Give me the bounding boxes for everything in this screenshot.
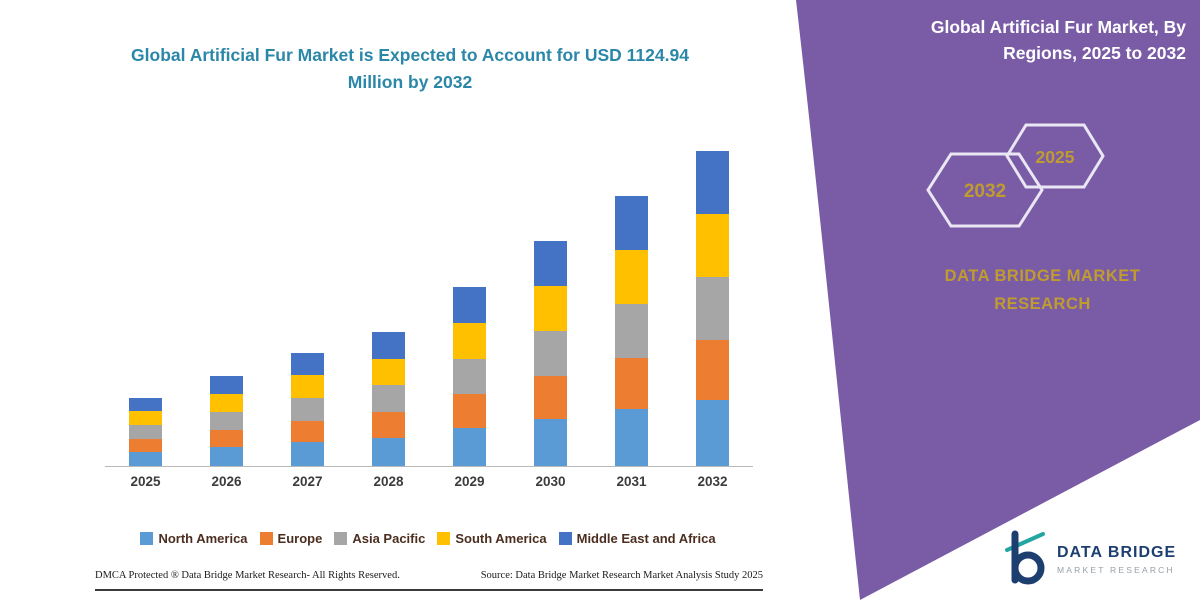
- bar-segment: [210, 376, 243, 395]
- bar-group: [591, 137, 672, 466]
- panel-heading: Global Artificial Fur Market, By Regions…: [930, 17, 1186, 64]
- bar-segment: [210, 412, 243, 431]
- plot-area: [105, 137, 753, 467]
- bar-segment: [534, 330, 567, 376]
- bar-segment: [372, 331, 405, 359]
- bar-segment: [615, 195, 648, 250]
- brand-wordmark: DATA BRIDGE MARKET RESEARCH: [944, 267, 1141, 314]
- hexagon-year-2032: 2032: [964, 181, 1006, 202]
- legend-label: Europe: [277, 531, 323, 546]
- x-axis-label: 2025: [130, 474, 161, 489]
- bar-segment: [372, 437, 405, 466]
- x-axis-label: 2029: [454, 474, 485, 489]
- legend-marker: [558, 532, 572, 545]
- source-note: Source: Data Bridge Market Research Mark…: [480, 570, 763, 581]
- bar-segment: [453, 394, 486, 429]
- bar-segment: [453, 286, 486, 323]
- bar-segment: [615, 409, 648, 466]
- logo-title: DATA BRIDGE: [1057, 543, 1177, 561]
- hexagon-year-2025: 2025: [1036, 147, 1075, 167]
- x-axis-label: 2031: [616, 474, 647, 489]
- x-axis-label: 2028: [373, 474, 404, 489]
- dbmr-logo-icon: [1005, 530, 1045, 585]
- x-axis-label: 2027: [292, 474, 323, 489]
- bar-segment: [696, 399, 729, 466]
- bar-segment: [129, 451, 162, 466]
- legend-item: South America: [437, 531, 547, 546]
- footer: DMCA Protected ® Data Bridge Market Rese…: [95, 570, 763, 591]
- chart-title: Global Artificial Fur Market is Expected…: [131, 45, 689, 93]
- legend-item: Asia Pacific: [334, 531, 425, 546]
- bar-segment: [696, 340, 729, 400]
- bar-segment: [453, 428, 486, 466]
- bar-segment: [210, 447, 243, 466]
- hexagon-2032-icon: [926, 152, 1044, 228]
- hexagon-years-graphic: 2032 2025: [926, 123, 1105, 228]
- legend-item: Europe: [259, 531, 323, 546]
- bar-segment: [372, 385, 405, 413]
- hexagon-2025-icon: [1005, 123, 1105, 189]
- stacked-bar-2029: [453, 286, 486, 466]
- bar-segment: [291, 375, 324, 398]
- stacked-bar-2028: [372, 331, 405, 466]
- bar-segment: [696, 277, 729, 341]
- bar-segment: [534, 285, 567, 331]
- legend-label: South America: [455, 531, 547, 546]
- bar-segment: [291, 442, 324, 466]
- bar-group: [510, 137, 591, 466]
- bar-segment: [129, 411, 162, 426]
- bar-group: [672, 137, 753, 466]
- bar-group: [105, 137, 186, 466]
- stacked-bar-2025: [129, 397, 162, 466]
- company-logo: DATA BRIDGE MARKET RESEARCH: [1005, 528, 1200, 590]
- bar-segment: [534, 240, 567, 286]
- bar-segment: [129, 438, 162, 452]
- bar-segment: [372, 412, 405, 438]
- bar-segment: [453, 322, 486, 359]
- legend-marker: [437, 532, 451, 545]
- bar-segment: [210, 394, 243, 413]
- chart-legend: North America Europe Asia Pacific South Ame…: [88, 531, 768, 546]
- bar-group: [348, 137, 429, 466]
- stacked-bar-2032: [696, 151, 729, 466]
- bar-segment: [453, 358, 486, 395]
- bar-segment: [291, 397, 324, 421]
- bar-segment: [534, 375, 567, 419]
- bar-segment: [696, 151, 729, 215]
- legend-marker: [259, 532, 273, 545]
- bar-segment: [615, 249, 648, 304]
- bar-segment: [696, 214, 729, 278]
- x-axis-labels: 2025 2026 2027 2028 2029 2030 2031 2032: [105, 474, 753, 489]
- x-axis-label: 2032: [697, 474, 728, 489]
- bar-segment: [372, 358, 405, 386]
- bar-segment: [129, 425, 162, 439]
- logo-subtitle: MARKET RESEARCH: [1057, 564, 1175, 575]
- stacked-bar-2030: [534, 240, 567, 466]
- legend-label: Asia Pacific: [352, 531, 426, 546]
- legend-label: North America: [158, 531, 248, 546]
- bar-segment: [291, 420, 324, 443]
- bar-group: [186, 137, 267, 466]
- stacked-bar-2026: [210, 376, 243, 466]
- legend-label: Middle East and Africa: [576, 531, 716, 546]
- bar-segment: [615, 303, 648, 358]
- bar-segment: [129, 397, 162, 412]
- bar-segment: [534, 418, 567, 466]
- bar-group: [267, 137, 348, 466]
- stacked-bar-2031: [615, 195, 648, 466]
- bar-segment: [210, 430, 243, 448]
- legend-marker: [140, 532, 154, 545]
- bar-group: [429, 137, 510, 466]
- legend-item: North America: [140, 531, 248, 546]
- dmca-notice: DMCA Protected ® Data Bridge Market Rese…: [95, 570, 400, 581]
- bar-segment: [291, 352, 324, 376]
- bar-segment: [615, 357, 648, 410]
- stacked-bar-2027: [291, 352, 324, 466]
- legend-item: Middle East and Africa: [558, 531, 716, 546]
- x-axis-label: 2026: [211, 474, 242, 489]
- legend-marker: [334, 532, 348, 545]
- x-axis-label: 2030: [535, 474, 566, 489]
